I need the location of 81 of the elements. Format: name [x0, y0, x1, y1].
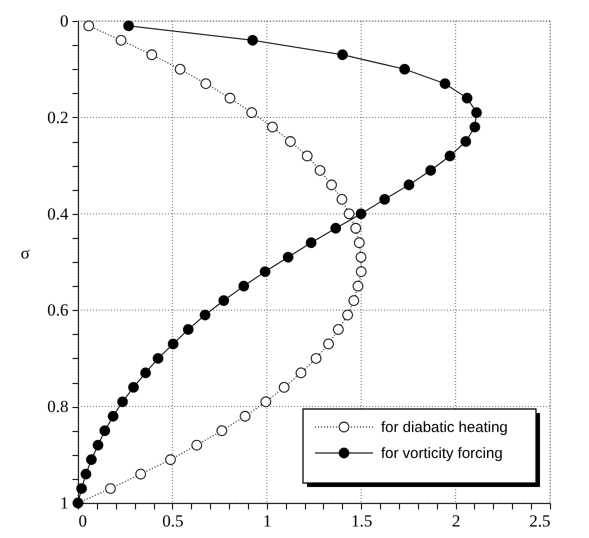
point: [108, 410, 118, 422]
point: [168, 338, 178, 350]
point: [285, 136, 296, 147]
point: [247, 34, 258, 46]
legend-label: for vorticity forcing: [381, 445, 503, 462]
point: [128, 382, 139, 393]
point: [460, 136, 472, 147]
point: [344, 208, 354, 220]
point: [140, 368, 151, 378]
point: [356, 252, 366, 262]
point: [83, 20, 94, 32]
point: [323, 338, 334, 350]
y-tick-label: 0.4: [47, 204, 69, 224]
point: [356, 266, 367, 277]
point: [146, 49, 158, 60]
point: [470, 122, 480, 132]
point: [246, 107, 258, 118]
point: [123, 20, 134, 32]
y-tick-label: 0.6: [47, 300, 68, 320]
point: [348, 295, 360, 306]
point: [200, 310, 210, 320]
point: [135, 468, 146, 480]
y-tick-label: 0: [60, 12, 68, 30]
point: [337, 49, 348, 60]
point: [92, 440, 104, 450]
point: [314, 165, 326, 176]
point: [282, 252, 294, 262]
point: [444, 150, 456, 162]
point: [310, 353, 322, 364]
point: [352, 280, 364, 292]
point: [218, 295, 230, 306]
point: [326, 180, 337, 190]
point: [260, 396, 272, 408]
point: [278, 382, 290, 393]
point: [165, 454, 176, 465]
point: [267, 122, 278, 132]
point: [354, 237, 365, 248]
point: [200, 78, 212, 89]
point: [471, 107, 482, 118]
point: [350, 222, 362, 234]
y-axis-title: σ: [20, 244, 30, 262]
x-tick-label: 0.5: [162, 512, 184, 530]
point: [302, 150, 313, 162]
point: [99, 425, 110, 436]
point: [379, 194, 390, 205]
legend-label: for diabatic heating: [381, 419, 508, 436]
point: [240, 410, 250, 422]
point: [296, 368, 306, 378]
point: [306, 237, 316, 248]
point: [182, 324, 194, 335]
point: [152, 353, 164, 364]
point: [440, 78, 450, 89]
point: [80, 468, 92, 480]
x-tick-label: 1: [263, 512, 272, 530]
point: [76, 483, 87, 494]
point: [404, 180, 414, 190]
y-tick-label: 0.8: [47, 397, 68, 416]
y-tick-label: 1: [60, 494, 68, 512]
point: [260, 266, 270, 277]
point: [117, 396, 128, 408]
point: [399, 64, 410, 75]
point: [86, 454, 97, 465]
x-tick-label: 2.5: [529, 512, 550, 530]
point: [105, 483, 116, 494]
point: [336, 194, 348, 205]
x-tick-label: 1.5: [351, 512, 372, 530]
point: [116, 34, 126, 46]
y-tick-label: 0.2: [47, 108, 68, 127]
point: [191, 440, 202, 450]
point: [462, 92, 472, 104]
point: [224, 92, 236, 104]
point: [330, 222, 342, 234]
point: [238, 280, 250, 292]
point: [333, 324, 344, 335]
point: [342, 310, 353, 320]
x-tick-label: 2: [452, 512, 460, 530]
point: [356, 208, 366, 220]
point: [174, 64, 186, 75]
x-tick-label: 0: [78, 512, 87, 530]
point: [216, 425, 228, 436]
point: [425, 165, 436, 176]
